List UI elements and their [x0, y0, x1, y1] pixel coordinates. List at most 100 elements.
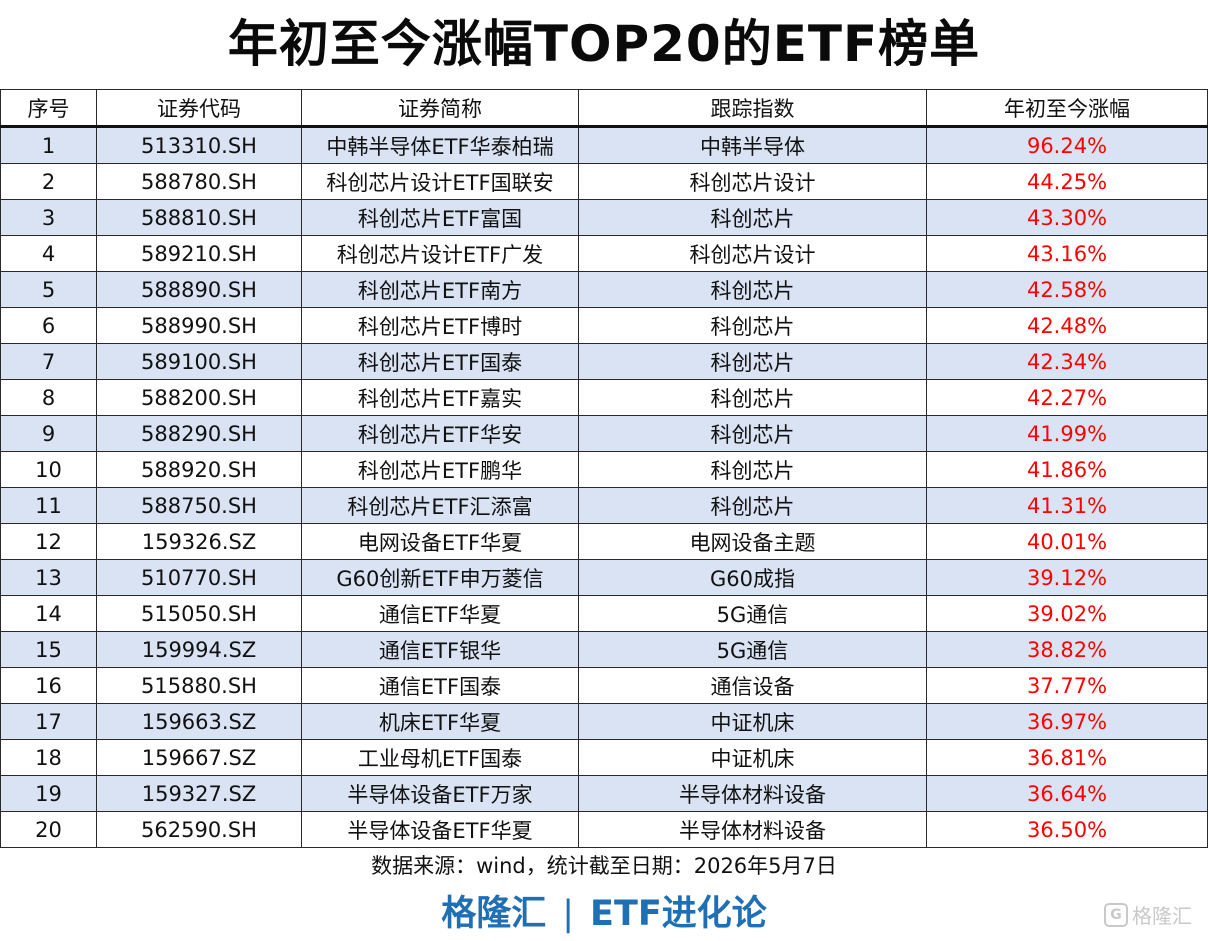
watermark-text: 格隆汇: [1132, 904, 1192, 928]
row-index: 科创芯片设计: [578, 235, 927, 272]
row-code: 159667.SZ: [96, 739, 302, 776]
row-code: 588810.SH: [96, 199, 302, 236]
footer-brand-name: 格隆汇: [441, 894, 547, 934]
table-row: 7 589100.SH 科创芯片ETF国泰 科创芯片 42.34%: [0, 343, 1208, 380]
row-rank: 1: [0, 126, 97, 164]
row-index: 电网设备主题: [578, 523, 927, 560]
footer-column-name: ETF进化论: [590, 894, 767, 934]
data-source-note: 数据来源：wind，统计截至日期：2026年5月7日: [371, 854, 837, 878]
row-rank: 20: [0, 811, 97, 848]
row-code: 588890.SH: [96, 271, 302, 308]
row-index: G60成指: [578, 559, 927, 596]
row-ytd-change: 36.64%: [926, 775, 1208, 812]
row-index: 科创芯片: [578, 307, 927, 344]
row-index: 科创芯片: [578, 415, 927, 452]
row-rank: 16: [0, 667, 97, 704]
row-rank: 9: [0, 415, 97, 452]
row-ytd-change: 41.86%: [926, 451, 1208, 488]
row-ytd-change: 42.34%: [926, 343, 1208, 380]
header-code: 证券代码: [96, 89, 302, 128]
row-rank: 17: [0, 703, 97, 740]
row-name: 科创芯片ETF嘉实: [301, 379, 579, 416]
row-name: 科创芯片ETF南方: [301, 271, 579, 308]
gelonghui-logo-icon: G: [1104, 902, 1128, 927]
row-ytd-change: 42.58%: [926, 271, 1208, 308]
row-index: 半导体材料设备: [578, 775, 927, 812]
row-index: 中证机床: [578, 703, 927, 740]
header-name: 证券简称: [301, 89, 579, 128]
row-name: 科创芯片ETF汇添富: [301, 487, 579, 524]
table-row: 16 515880.SH 通信ETF国泰 通信设备 37.77%: [0, 667, 1208, 704]
etf-ranking-table: 序号 证券代码 证券简称 跟踪指数 年初至今涨幅 1 513310.SH 中韩半导体…: [0, 89, 1208, 848]
row-ytd-change: 41.31%: [926, 487, 1208, 524]
row-name: 电网设备ETF华夏: [301, 523, 579, 560]
row-index: 科创芯片: [578, 343, 927, 380]
header-rank: 序号: [0, 89, 97, 128]
row-rank: 4: [0, 235, 97, 272]
page-title: 年初至今涨幅TOP20的ETF榜单: [227, 15, 981, 73]
table-row: 12 159326.SZ 电网设备ETF华夏 电网设备主题 40.01%: [0, 523, 1208, 560]
row-name: 科创芯片ETF华安: [301, 415, 579, 452]
row-code: 159326.SZ: [96, 523, 302, 560]
row-code: 159663.SZ: [96, 703, 302, 740]
table-row: 1 513310.SH 中韩半导体ETF华泰柏瑞 中韩半导体 96.24%: [0, 126, 1208, 164]
row-code: 562590.SH: [96, 811, 302, 848]
row-index: 科创芯片设计: [578, 163, 927, 200]
row-rank: 7: [0, 343, 97, 380]
row-ytd-change: 42.27%: [926, 379, 1208, 416]
row-rank: 19: [0, 775, 97, 812]
row-name: 半导体设备ETF华夏: [301, 811, 579, 848]
row-name: 科创芯片设计ETF国联安: [301, 163, 579, 200]
row-ytd-change: 42.48%: [926, 307, 1208, 344]
row-name: 通信ETF华夏: [301, 595, 579, 632]
table-row: 17 159663.SZ 机床ETF华夏 中证机床 36.97%: [0, 703, 1208, 740]
row-code: 515050.SH: [96, 595, 302, 632]
row-name: 机床ETF华夏: [301, 703, 579, 740]
row-ytd-change: 44.25%: [926, 163, 1208, 200]
row-index: 科创芯片: [578, 487, 927, 524]
row-index: 中证机床: [578, 739, 927, 776]
footer-brand: 格隆汇 | ETF进化论: [0, 885, 1208, 936]
row-ytd-change: 39.02%: [926, 595, 1208, 632]
row-code: 510770.SH: [96, 559, 302, 596]
table-row: 8 588200.SH 科创芯片ETF嘉实 科创芯片 42.27%: [0, 379, 1208, 416]
row-ytd-change: 38.82%: [926, 631, 1208, 668]
row-ytd-change: 36.81%: [926, 739, 1208, 776]
row-code: 588990.SH: [96, 307, 302, 344]
row-code: 588200.SH: [96, 379, 302, 416]
row-name: 通信ETF国泰: [301, 667, 579, 704]
row-code: 588920.SH: [96, 451, 302, 488]
table-row: 3 588810.SH 科创芯片ETF富国 科创芯片 43.30%: [0, 199, 1208, 236]
row-index: 科创芯片: [578, 379, 927, 416]
row-name: 中韩半导体ETF华泰柏瑞: [301, 126, 579, 164]
table-row: 9 588290.SH 科创芯片ETF华安 科创芯片 41.99%: [0, 415, 1208, 452]
row-name: 半导体设备ETF万家: [301, 775, 579, 812]
row-code: 159994.SZ: [96, 631, 302, 668]
row-rank: 8: [0, 379, 97, 416]
footer-separator: |: [562, 894, 575, 934]
row-code: 159327.SZ: [96, 775, 302, 812]
header-ytd-change: 年初至今涨幅: [926, 89, 1208, 128]
row-rank: 3: [0, 199, 97, 236]
row-ytd-change: 43.30%: [926, 199, 1208, 236]
header-index: 跟踪指数: [578, 89, 927, 128]
row-rank: 6: [0, 307, 97, 344]
row-name: 科创芯片ETF国泰: [301, 343, 579, 380]
row-ytd-change: 40.01%: [926, 523, 1208, 560]
row-rank: 5: [0, 271, 97, 308]
row-rank: 11: [0, 487, 97, 524]
row-ytd-change: 41.99%: [926, 415, 1208, 452]
table-row: 5 588890.SH 科创芯片ETF南方 科创芯片 42.58%: [0, 271, 1208, 308]
row-name: 科创芯片设计ETF广发: [301, 235, 579, 272]
row-code: 588290.SH: [96, 415, 302, 452]
row-code: 589100.SH: [96, 343, 302, 380]
table-row: 4 589210.SH 科创芯片设计ETF广发 科创芯片设计 43.16%: [0, 235, 1208, 272]
row-rank: 2: [0, 163, 97, 200]
table-row: 20 562590.SH 半导体设备ETF华夏 半导体材料设备 36.50%: [0, 811, 1208, 848]
row-name: 通信ETF银华: [301, 631, 579, 668]
row-index: 半导体材料设备: [578, 811, 927, 848]
table-row: 14 515050.SH 通信ETF华夏 5G通信 39.02%: [0, 595, 1208, 632]
row-code: 588780.SH: [96, 163, 302, 200]
row-name: 工业母机ETF国泰: [301, 739, 579, 776]
table-row: 6 588990.SH 科创芯片ETF博时 科创芯片 42.48%: [0, 307, 1208, 344]
